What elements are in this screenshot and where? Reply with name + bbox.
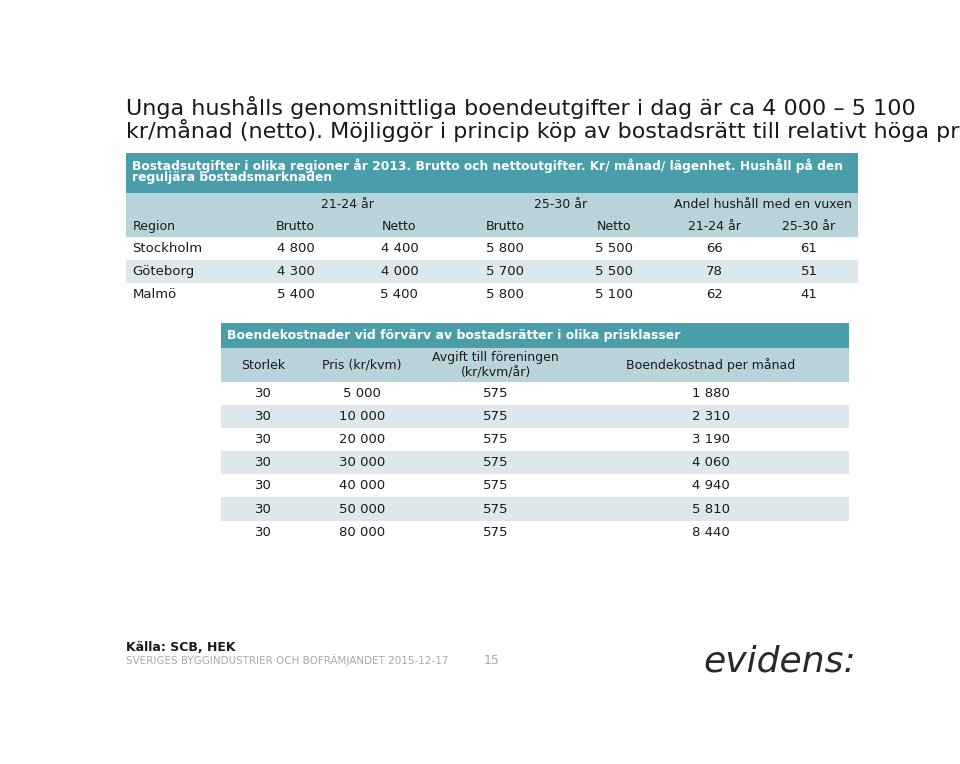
Text: 5 800: 5 800 — [486, 242, 524, 255]
Text: 20 000: 20 000 — [339, 433, 385, 446]
Text: 66: 66 — [706, 242, 723, 255]
Bar — [221, 382, 849, 405]
Text: 575: 575 — [483, 433, 509, 446]
Text: 2 310: 2 310 — [692, 410, 730, 423]
Text: 5 810: 5 810 — [692, 503, 730, 516]
Text: 30: 30 — [255, 387, 272, 400]
Bar — [126, 215, 858, 237]
Text: Brutto: Brutto — [486, 220, 525, 233]
Text: 575: 575 — [483, 387, 509, 400]
Text: Göteborg: Göteborg — [132, 265, 195, 278]
Bar — [221, 405, 849, 428]
Text: Stockholm: Stockholm — [132, 242, 203, 255]
Text: 4 000: 4 000 — [380, 265, 419, 278]
Text: 575: 575 — [483, 410, 509, 423]
Text: Boendekostnader vid förvärv av bostadsrätter i olika prisklasser: Boendekostnader vid förvärv av bostadsrä… — [227, 329, 681, 342]
Text: 25-30 år: 25-30 år — [782, 220, 835, 233]
Text: 30: 30 — [255, 503, 272, 516]
Text: Pris (kr/kvm): Pris (kr/kvm) — [323, 358, 402, 371]
Text: 575: 575 — [483, 526, 509, 539]
Text: 51: 51 — [801, 265, 818, 278]
Text: Boendekostnad per månad: Boendekostnad per månad — [626, 358, 796, 372]
Bar — [221, 520, 849, 544]
Text: 30: 30 — [255, 480, 272, 493]
Text: 5 400: 5 400 — [276, 289, 315, 302]
Text: Brutto: Brutto — [276, 220, 315, 233]
Text: 4 300: 4 300 — [276, 265, 315, 278]
Text: 5 500: 5 500 — [594, 265, 633, 278]
Text: Andel hushåll med en vuxen: Andel hushåll med en vuxen — [674, 198, 852, 211]
Text: 40 000: 40 000 — [339, 480, 385, 493]
Bar — [221, 348, 849, 382]
Text: 25-30 år: 25-30 år — [534, 198, 587, 211]
Text: 21-24 år: 21-24 år — [688, 220, 741, 233]
Text: 30 000: 30 000 — [339, 456, 385, 469]
Text: evidens:: evidens: — [704, 645, 856, 678]
Bar — [126, 237, 858, 261]
Text: 3 190: 3 190 — [692, 433, 730, 446]
Text: Avgift till föreningen
(kr/kvm/år): Avgift till föreningen (kr/kvm/år) — [433, 351, 560, 379]
Bar — [221, 497, 849, 520]
Text: 30: 30 — [255, 526, 272, 539]
Text: 5 800: 5 800 — [486, 289, 524, 302]
Text: 4 800: 4 800 — [276, 242, 315, 255]
Text: 5 400: 5 400 — [380, 289, 419, 302]
Bar — [126, 283, 858, 306]
Text: 575: 575 — [483, 480, 509, 493]
Text: Storlek: Storlek — [241, 358, 285, 371]
Text: 4 400: 4 400 — [380, 242, 419, 255]
Bar — [221, 452, 849, 474]
Bar — [221, 474, 849, 497]
Text: Källa: SCB, HEK: Källa: SCB, HEK — [126, 642, 236, 655]
Text: Malmö: Malmö — [132, 289, 177, 302]
Text: Netto: Netto — [382, 220, 417, 233]
Text: 30: 30 — [255, 433, 272, 446]
Text: Netto: Netto — [596, 220, 631, 233]
Text: 30: 30 — [255, 456, 272, 469]
Text: 1 880: 1 880 — [692, 387, 730, 400]
Text: 4 940: 4 940 — [692, 480, 730, 493]
Text: 5 500: 5 500 — [594, 242, 633, 255]
Text: 575: 575 — [483, 503, 509, 516]
Text: 41: 41 — [801, 289, 817, 302]
Text: 78: 78 — [706, 265, 723, 278]
Bar — [221, 323, 849, 348]
Text: 8 440: 8 440 — [692, 526, 730, 539]
Text: 80 000: 80 000 — [339, 526, 385, 539]
Text: 5 700: 5 700 — [486, 265, 524, 278]
Text: 15: 15 — [484, 654, 500, 667]
Bar — [126, 261, 858, 283]
Text: 50 000: 50 000 — [339, 503, 385, 516]
Text: Unga hushålls genomsnittliga boendeutgifter i dag är ca 4 000 – 5 100: Unga hushålls genomsnittliga boendeutgif… — [126, 96, 916, 118]
Text: 5 000: 5 000 — [344, 387, 381, 400]
Text: Bostadsutgifter i olika regioner år 2013. Brutto och nettoutgifter. Kr/ månad/ l: Bostadsutgifter i olika regioner år 2013… — [132, 159, 844, 173]
Bar — [221, 428, 849, 452]
Text: 4 060: 4 060 — [692, 456, 730, 469]
Text: SVERIGES BYGGINDUSTRIER OCH BOFRÄMJANDET 2015-12-17: SVERIGES BYGGINDUSTRIER OCH BOFRÄMJANDET… — [126, 654, 448, 665]
Text: 30: 30 — [255, 410, 272, 423]
Text: 575: 575 — [483, 456, 509, 469]
Bar — [126, 153, 858, 193]
Text: 21-24 år: 21-24 år — [322, 198, 374, 211]
Text: 61: 61 — [801, 242, 817, 255]
Text: 10 000: 10 000 — [339, 410, 385, 423]
Text: Region: Region — [132, 220, 176, 233]
Text: reguljära bostadsmarknaden: reguljära bostadsmarknaden — [132, 171, 332, 184]
Text: 62: 62 — [706, 289, 723, 302]
Text: kr/månad (netto). Möjliggör i princip köp av bostadsrätt till relativt höga pris: kr/månad (netto). Möjliggör i princip kö… — [126, 118, 960, 141]
Text: 5 100: 5 100 — [594, 289, 633, 302]
Bar — [126, 193, 858, 215]
